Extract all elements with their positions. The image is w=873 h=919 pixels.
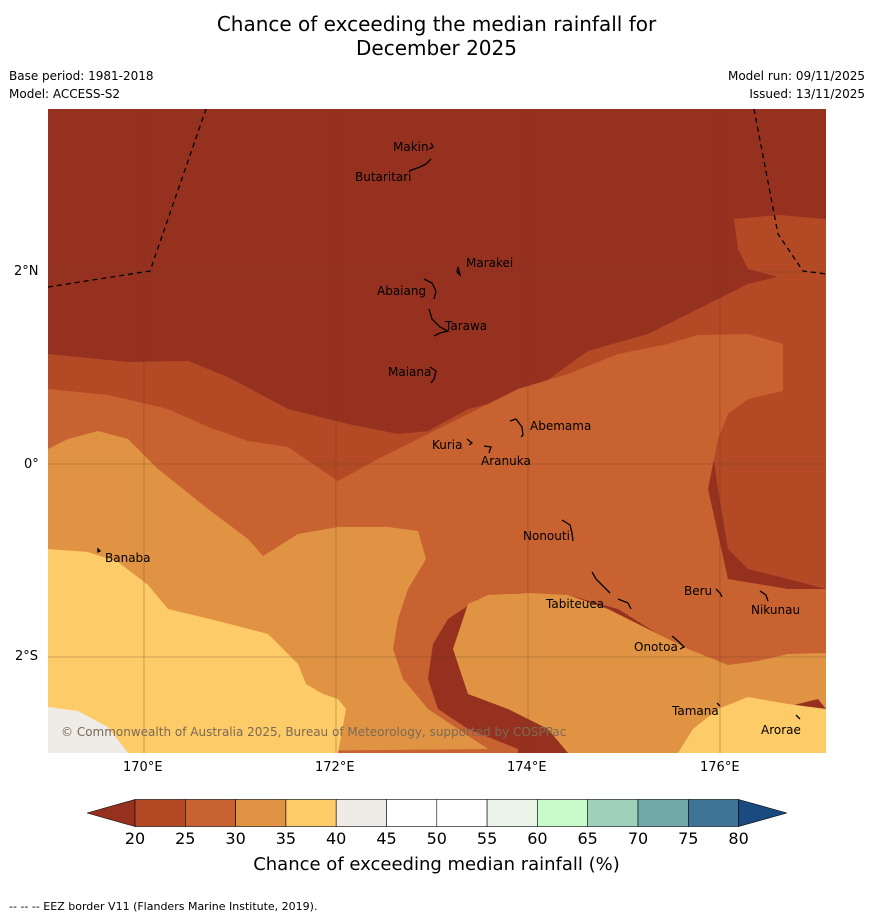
colorbar-segment xyxy=(436,799,488,827)
rainfall-map[interactable]: Makin Butaritari Marakei Abaiang Tarawa … xyxy=(48,109,826,753)
label-maiana: Maiana xyxy=(388,365,431,379)
colorbar-tick-label: 50 xyxy=(426,829,447,848)
label-abaiang: Abaiang xyxy=(377,284,426,298)
island-aranuka xyxy=(483,445,492,454)
colorbar xyxy=(85,799,789,827)
colorbar-tick-label: 45 xyxy=(376,829,397,848)
colorbar-tick-label: 35 xyxy=(275,829,297,848)
map-title: Chance of exceeding the median rainfall … xyxy=(0,12,873,60)
label-tabiteuea: Tabiteuea xyxy=(545,597,604,611)
islands xyxy=(97,142,801,720)
copyright-notice: © Commonwealth of Australia 2025, Bureau… xyxy=(61,725,566,739)
island-makin xyxy=(428,142,434,150)
colorbar-title: Chance of exceeding median rainfall (%) xyxy=(253,854,620,875)
island-maiana xyxy=(429,366,437,384)
island-arorae xyxy=(795,714,801,720)
gridlines xyxy=(48,109,826,753)
label-aranuka: Aranuka xyxy=(481,454,531,468)
map-canvas: Makin Butaritari Marakei Abaiang Tarawa … xyxy=(48,109,826,753)
label-kuria: Kuria xyxy=(432,438,463,452)
label-beru: Beru xyxy=(684,584,712,598)
model-run: Model run: 09/11/2025 xyxy=(727,69,865,83)
issued-date: Issued: 13/11/2025 xyxy=(749,87,865,101)
base-period: Base period: 1981-2018 xyxy=(9,69,154,83)
colorbar-segment xyxy=(637,799,689,827)
island-beru xyxy=(715,588,723,598)
label-banaba: Banaba xyxy=(105,551,151,565)
island-nikunau xyxy=(759,590,769,602)
eez-footnote: -- -- -- EEZ border V11 (Flanders Marine… xyxy=(9,900,318,913)
colorbar-tick-label: 60 xyxy=(527,829,548,848)
colorbar-arrow-high xyxy=(738,799,789,827)
lat-label-2s: 2°S xyxy=(15,649,39,664)
colorbar-arrow-low xyxy=(85,799,136,827)
region-40-45-se xyxy=(678,697,826,753)
colorbar-tick-label: 65 xyxy=(577,829,598,848)
eez-border xyxy=(48,109,826,288)
colorbar-tick-label: 20 xyxy=(124,829,146,848)
colorbar-tick-label: 40 xyxy=(326,829,347,848)
region-40-45 xyxy=(48,549,346,753)
island-nonouti xyxy=(561,519,574,542)
colorbar-segment xyxy=(386,799,438,827)
label-tarawa: Tarawa xyxy=(444,319,487,333)
label-onotoa: Onotoa xyxy=(634,640,678,654)
colorbar-segment xyxy=(486,799,538,827)
island-marakei xyxy=(456,266,462,278)
island-banaba xyxy=(97,547,102,554)
model-name: Model: ACCESS-S2 xyxy=(9,87,121,101)
colorbar-segment xyxy=(537,799,588,827)
label-makin: Makin xyxy=(393,140,429,154)
lon-label-174e: 174°E xyxy=(507,760,547,775)
meta-left: Base period: 1981-2018 Model: ACCESS-S2 xyxy=(9,67,154,103)
meta-right: Model run: 09/11/2025 Issued: 13/11/2025 xyxy=(728,67,865,103)
label-nikunau: Nikunau xyxy=(751,603,800,617)
lon-label-170e: 170°E xyxy=(123,760,163,775)
label-abemama: Abemama xyxy=(530,419,591,433)
colorbar-segment xyxy=(235,799,287,827)
colorbar-segment xyxy=(335,799,387,827)
colorbar-tick-label: 25 xyxy=(175,829,196,848)
label-butaritari: Butaritari xyxy=(355,170,412,184)
island-tamana xyxy=(716,702,721,707)
island-tabiteuea-south xyxy=(617,598,632,610)
island-abemama xyxy=(509,418,524,438)
label-arorae: Arorae xyxy=(761,723,801,737)
island-tabiteuea xyxy=(591,571,611,594)
lat-label-0: 0° xyxy=(24,457,39,472)
lon-label-176e: 176°E xyxy=(700,760,740,775)
colorbar-segment xyxy=(687,799,739,827)
colorbar-svg xyxy=(85,799,789,827)
island-tarawa xyxy=(428,308,450,337)
label-tamana: Tamana xyxy=(671,704,719,718)
region-25-30-ne xyxy=(734,215,826,277)
region-25-30 xyxy=(48,264,826,589)
island-onotoa xyxy=(671,635,686,650)
title-line-2: December 2025 xyxy=(356,36,517,60)
title-line-1: Chance of exceeding the median rainfall … xyxy=(216,12,657,36)
colorbar-segment xyxy=(185,799,236,827)
lat-label-2n: 2°N xyxy=(14,264,39,279)
colorbar-tick-label: 30 xyxy=(225,829,246,848)
colorbar-tick-label: 55 xyxy=(476,829,498,848)
colorbar-segment xyxy=(587,799,639,827)
colorbar-segment xyxy=(134,799,186,827)
lon-label-172e: 172°E xyxy=(315,760,355,775)
label-marakei: Marakei xyxy=(466,256,513,270)
label-nonouti: Nonouti xyxy=(523,529,570,543)
colorbar-tick-label: 75 xyxy=(678,829,699,848)
colorbar-segment xyxy=(285,799,337,827)
colorbar-tick-label: 80 xyxy=(728,829,749,848)
region-45-50 xyxy=(48,707,128,753)
island-abaiang xyxy=(423,278,437,300)
island-butaritari xyxy=(408,158,432,172)
island-kuria xyxy=(466,438,474,446)
colorbar-tick-label: 70 xyxy=(627,829,649,848)
